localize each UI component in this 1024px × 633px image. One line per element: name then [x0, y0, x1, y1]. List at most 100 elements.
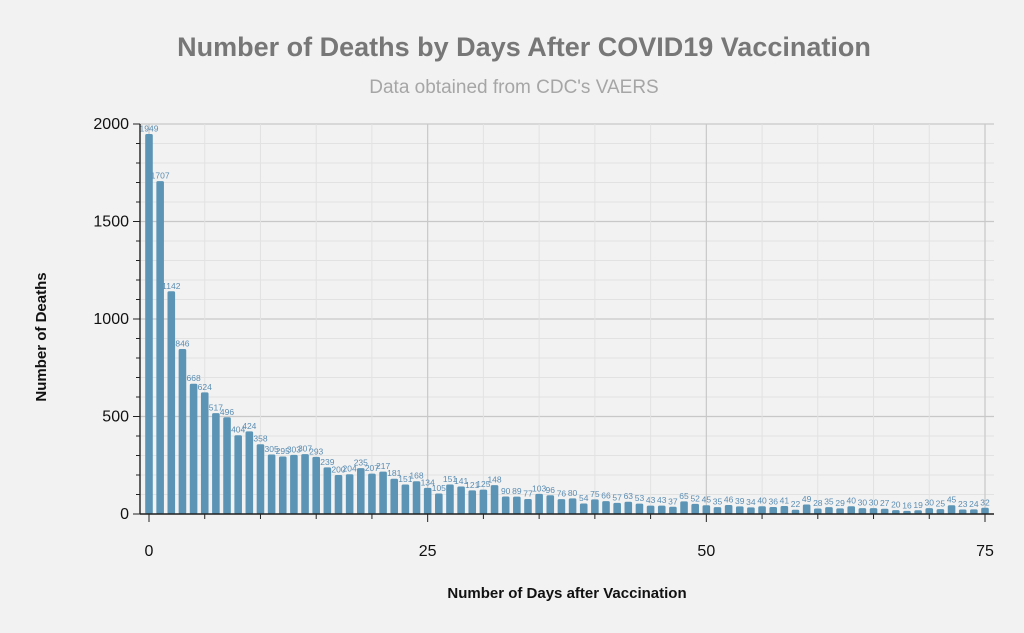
- data-label: 125: [476, 479, 490, 489]
- bar: [702, 505, 711, 514]
- data-label: 65: [679, 491, 689, 501]
- chart-title: Number of Deaths by Days After COVID19 V…: [177, 32, 871, 62]
- bar: [669, 506, 677, 514]
- data-label: 89: [512, 486, 522, 496]
- data-label: 41: [780, 496, 790, 506]
- bar: [836, 508, 844, 514]
- data-label: 40: [757, 496, 767, 506]
- data-label: 39: [735, 496, 745, 506]
- data-label: 40: [847, 496, 857, 506]
- bar: [323, 467, 332, 514]
- axes: 0 500 1000 1500 2000 0 25 50 75: [93, 116, 994, 560]
- data-label: 32: [980, 497, 990, 507]
- bar: [903, 510, 911, 514]
- data-label: 404: [231, 425, 245, 435]
- bar: [780, 506, 789, 514]
- data-label: 207: [365, 463, 379, 473]
- data-label: 29: [835, 498, 845, 508]
- bar: [468, 490, 477, 514]
- bar: [524, 498, 532, 514]
- data-label: 63: [624, 491, 634, 501]
- bar: [245, 431, 254, 514]
- data-label: 295: [276, 446, 290, 456]
- bar: [925, 508, 934, 514]
- bar: [535, 493, 543, 514]
- bar: [546, 495, 555, 514]
- bar: [189, 383, 198, 514]
- bar: [345, 474, 354, 514]
- data-label: 28: [813, 498, 823, 508]
- data-label: 424: [242, 421, 256, 431]
- bar: [301, 454, 309, 514]
- data-label: 37: [668, 496, 678, 506]
- data-label: 54: [579, 493, 589, 503]
- data-label: 16: [902, 500, 912, 510]
- bar: [802, 504, 811, 514]
- data-label: 45: [947, 495, 957, 505]
- data-label: 76: [557, 489, 567, 499]
- bar: [713, 507, 722, 514]
- y-tick-label: 1500: [93, 214, 129, 231]
- data-label: 517: [209, 403, 223, 413]
- data-label: 358: [253, 434, 267, 444]
- data-label: 307: [298, 444, 312, 454]
- data-label: 20: [891, 500, 901, 510]
- data-label: 43: [646, 495, 656, 505]
- data-label: 34: [746, 497, 756, 507]
- bar: [747, 507, 755, 514]
- bar: [423, 487, 432, 514]
- data-label: 200: [331, 465, 345, 475]
- bar: [379, 471, 387, 514]
- data-label: 53: [635, 493, 645, 503]
- bar: [178, 349, 187, 514]
- data-label: 624: [198, 382, 212, 392]
- data-label: 496: [220, 407, 234, 417]
- bar: [892, 510, 900, 514]
- x-tick-label: 25: [419, 543, 437, 560]
- bar: [691, 503, 699, 514]
- bar: [825, 507, 833, 514]
- bar: [479, 489, 488, 514]
- data-label: 293: [309, 446, 323, 456]
- bar: [256, 444, 265, 514]
- data-label: 25: [936, 499, 946, 509]
- data-label: 45: [702, 495, 712, 505]
- data-label: 30: [858, 498, 868, 508]
- bar: [602, 501, 610, 514]
- data-label: 30: [869, 498, 879, 508]
- bar: [791, 509, 800, 514]
- bar: [156, 181, 164, 514]
- data-label: 96: [546, 485, 556, 495]
- bar: [657, 505, 666, 514]
- bar: [312, 456, 320, 514]
- data-label: 36: [768, 496, 778, 506]
- data-label: 217: [376, 461, 390, 471]
- data-label: 668: [186, 373, 200, 383]
- bar: [390, 478, 399, 514]
- bar: [334, 475, 343, 514]
- bar: [936, 509, 945, 514]
- data-label: 168: [409, 471, 423, 481]
- bar: [880, 508, 889, 514]
- y-tick-label: 0: [120, 506, 129, 523]
- x-tick-label: 0: [145, 543, 154, 560]
- bar: [167, 291, 176, 514]
- data-label: 35: [713, 497, 723, 507]
- data-label: 30: [925, 498, 935, 508]
- bar: [624, 501, 633, 514]
- data-label: 77: [523, 488, 533, 498]
- y-tick-label: 2000: [93, 116, 129, 133]
- bar: [769, 506, 778, 514]
- bar: [914, 510, 922, 514]
- bar: [290, 454, 298, 514]
- data-label: 80: [568, 488, 578, 498]
- data-label: 151: [398, 474, 412, 484]
- data-label: 57: [612, 492, 622, 502]
- data-label: 181: [387, 468, 401, 478]
- x-tick-label: 50: [697, 543, 715, 560]
- data-label: 148: [487, 475, 501, 485]
- data-label: 105: [432, 483, 446, 493]
- data-label: 303: [287, 444, 301, 454]
- data-label: 846: [175, 339, 189, 349]
